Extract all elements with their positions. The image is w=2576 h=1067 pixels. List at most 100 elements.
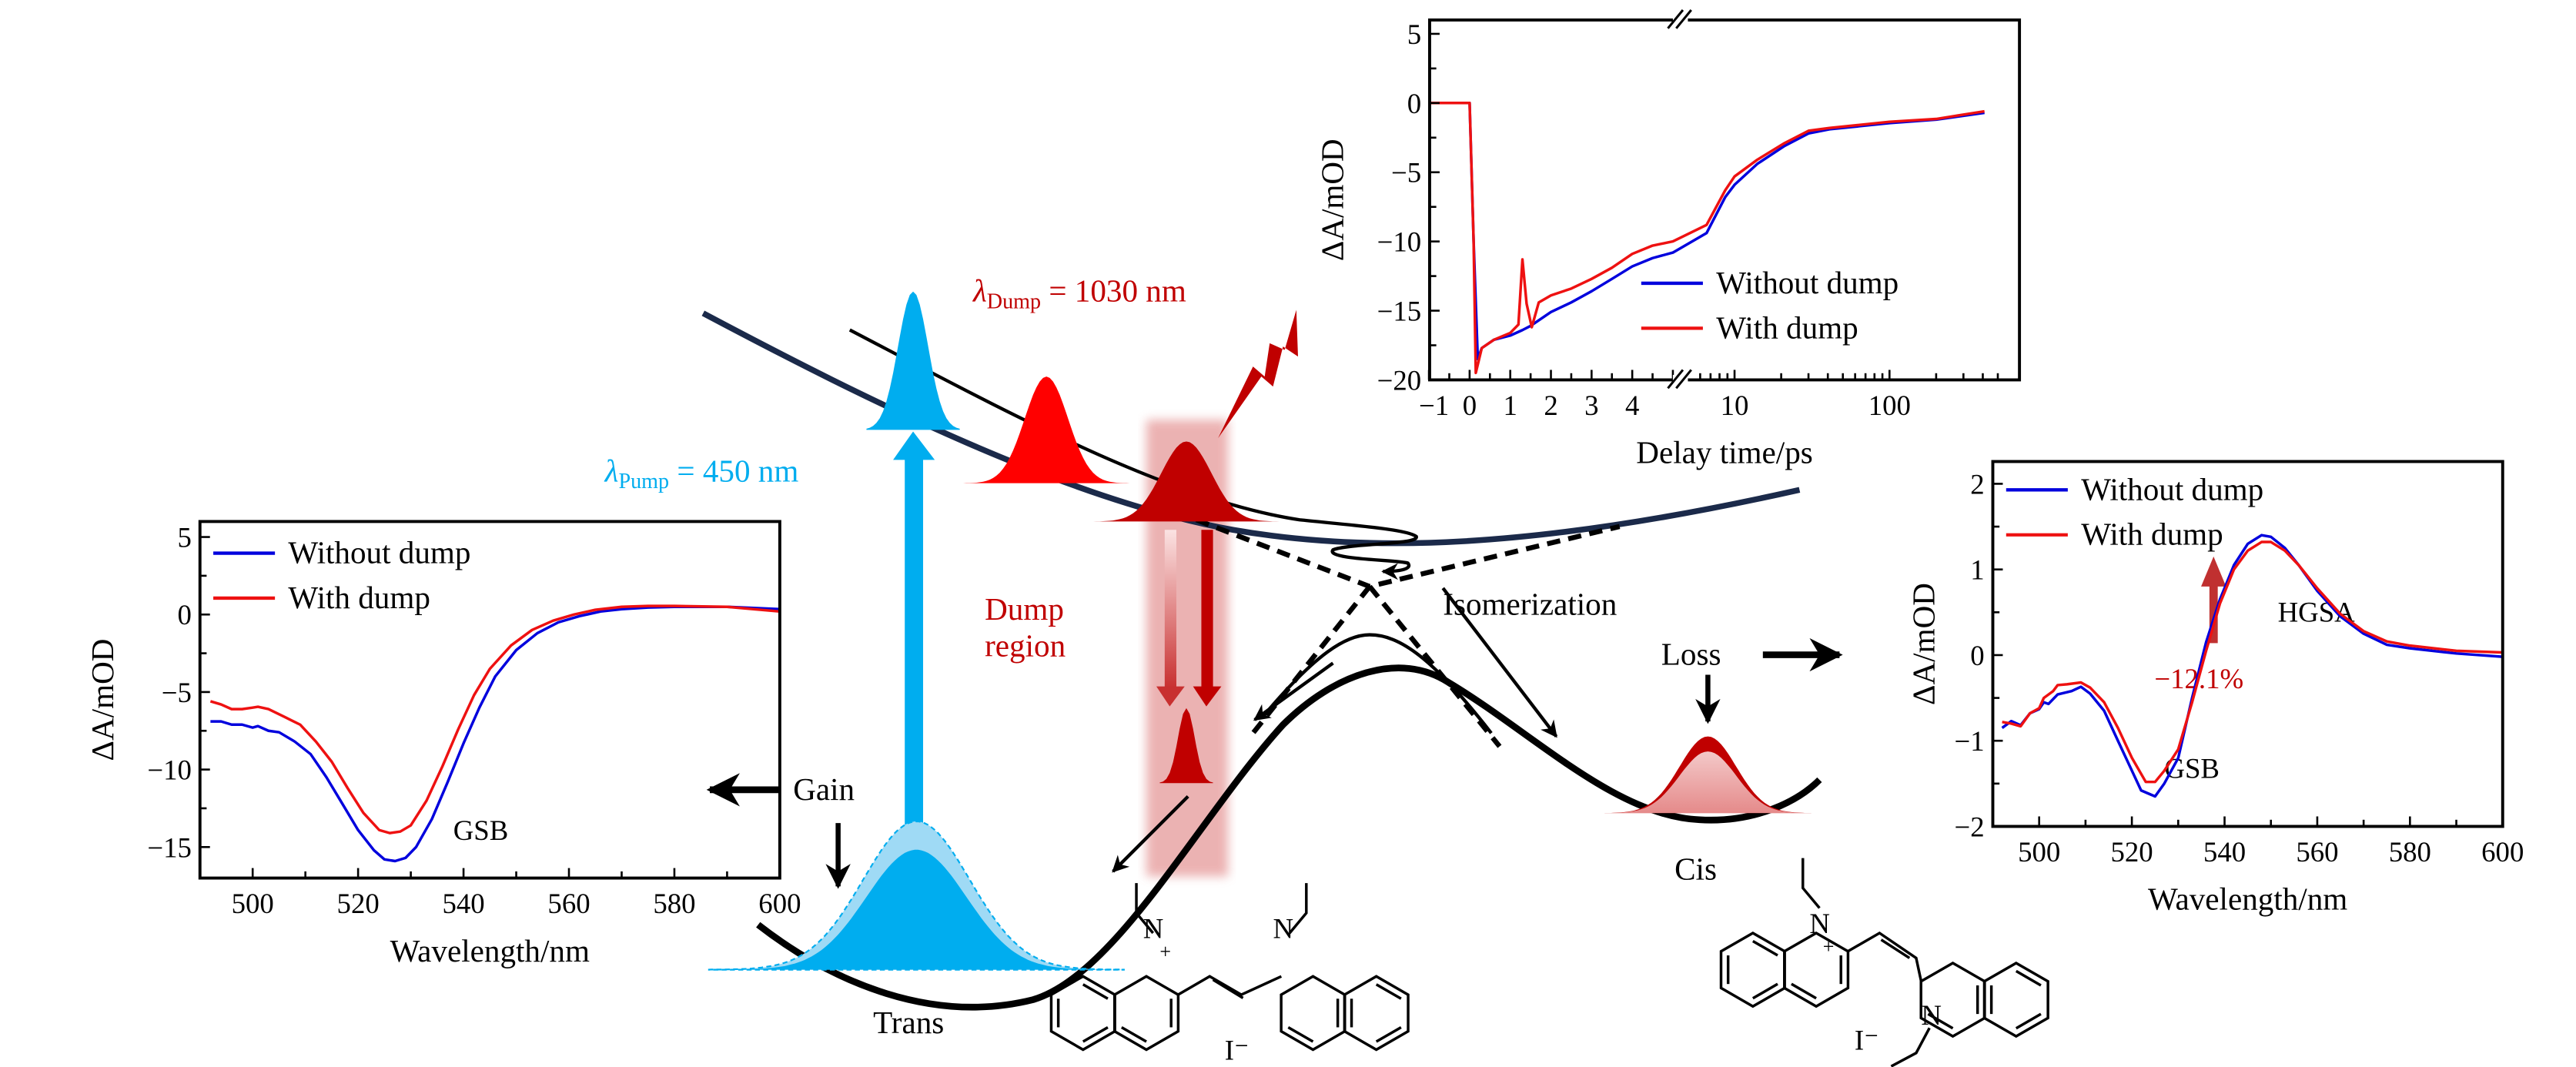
cis-label: Cis <box>1674 851 1717 887</box>
trans-label: Trans <box>873 1005 944 1040</box>
y-tick-label: 0 <box>1970 640 1984 671</box>
y-tick-label: −1 <box>1955 725 1985 757</box>
y-tick-label: −5 <box>162 677 192 708</box>
dump-region-label-2: region <box>985 628 1066 664</box>
y-tick-label: −15 <box>1377 296 1422 327</box>
series-line-without-dump <box>210 605 780 863</box>
trans-population-gaussian <box>708 849 1125 970</box>
double-bond <box>1082 983 1109 1000</box>
y-tick-label: 2 <box>1970 468 1984 500</box>
x-axis-label: Wavelength/nm <box>2148 881 2347 917</box>
x-axis-label: Wavelength/nm <box>390 933 590 968</box>
legend-label: With dump <box>2081 517 2223 552</box>
plot-frame <box>1991 460 2504 828</box>
x-axis-label: Delay time/ps <box>1636 435 1812 470</box>
hgsa-change-arrow-shaft <box>2209 583 2218 644</box>
x-tick-label: 10 <box>1721 390 1749 421</box>
x-tick-label: 100 <box>1868 390 1911 421</box>
x-tick-label: 560 <box>547 888 590 919</box>
x-tick-label: 580 <box>653 888 695 919</box>
y-tick-label: 0 <box>1407 88 1421 119</box>
x-tick-label: −1 <box>1419 390 1449 421</box>
conical-intersection-dashes <box>1195 517 1621 748</box>
y-tick-label: −10 <box>1377 226 1422 258</box>
double-bond <box>1375 1025 1402 1043</box>
annotation-gsb: GSB <box>453 814 509 846</box>
trans-molecule-structure <box>1049 883 1410 1052</box>
double-bond <box>1082 1025 1109 1043</box>
ring <box>1982 961 2049 1039</box>
axis-break-mark <box>1675 369 1692 390</box>
x-tick-label: 1 <box>1504 390 1517 421</box>
double-bond <box>1375 983 1402 1000</box>
pump-arrow-shaft <box>905 453 924 830</box>
double-bond <box>1121 1025 1147 1043</box>
double-bond <box>1751 982 1778 1000</box>
ring <box>1783 931 1850 1008</box>
x-tick-label: 540 <box>442 888 484 919</box>
trans-plus-charge: + <box>1159 940 1171 962</box>
y-tick-label: 0 <box>178 599 192 630</box>
pump-arrow-head <box>893 431 935 460</box>
y-axis-label: ΔA/mOD <box>1314 139 1350 261</box>
x-tick-label: 540 <box>2203 836 2246 868</box>
x-tick-label: 3 <box>1584 390 1598 421</box>
series-line-without-dump <box>2001 534 2503 798</box>
upper-barrier-curve <box>1261 633 1493 734</box>
ethyl-group <box>1135 883 1155 935</box>
double-bond <box>1880 938 1911 959</box>
ethyl-group <box>1288 883 1308 935</box>
legend-label: With dump <box>288 580 430 615</box>
arrow-down-trans <box>1112 794 1189 873</box>
double-bond <box>1751 939 1778 957</box>
trans-n-atom: N <box>1273 912 1294 944</box>
legend-label: Without dump <box>288 535 470 570</box>
pump-wavelength-label: λPump = 450 nm <box>604 453 799 493</box>
y-tick-label: −5 <box>1391 157 1421 189</box>
double-bond <box>2015 969 2042 987</box>
methine-bridge <box>1847 931 1923 982</box>
x-tick-label: 600 <box>758 888 801 919</box>
ring <box>1112 975 1180 1052</box>
double-bond <box>1791 982 1817 1000</box>
dump-region-label-1: Dump <box>985 591 1064 627</box>
dump-arrow-dark <box>1201 530 1213 688</box>
legend-label: Without dump <box>1716 265 1899 300</box>
plot-frame <box>1428 18 2022 382</box>
dump-wavelength-label: λDump = 1030 nm <box>972 273 1186 314</box>
series-line-without-dump <box>1429 102 1985 361</box>
y-tick-label: 5 <box>178 522 192 554</box>
ring <box>1280 975 1347 1052</box>
x-tick-label: 600 <box>2481 836 2524 868</box>
upper-surface-curve <box>701 310 1801 547</box>
excited-wavepacket-gaussian <box>959 376 1133 483</box>
dump-arrow-light-head <box>1156 686 1185 707</box>
x-tick-label: 520 <box>337 888 380 919</box>
dumped-population-gaussian <box>1159 707 1213 784</box>
ethyl-group <box>1890 1027 1931 1067</box>
y-axis-label: ΔA/mOD <box>85 639 120 761</box>
cis-population-gaussian <box>1611 751 1805 814</box>
ground-state-curve <box>756 664 1822 1011</box>
cis-iodide: I⁻ <box>1855 1024 1879 1055</box>
y-tick-label: −15 <box>147 831 192 863</box>
cis-n-atom: N <box>1921 999 1942 1031</box>
y-axis-label: ΔA/mOD <box>1906 583 1942 705</box>
y-tick-label: −10 <box>147 754 192 786</box>
series-line-with-dump <box>1429 102 1985 375</box>
ethyl-group <box>1802 858 1821 909</box>
arrow-isomerization <box>1441 587 1558 738</box>
series-line-with-dump <box>209 604 781 835</box>
annotation-hgsa: HGSA <box>2278 596 2356 627</box>
axis-break-mark <box>1675 9 1692 29</box>
double-bond <box>1927 1012 1954 1030</box>
cis-n-plus-atom: N <box>1809 908 1830 939</box>
lightning-icon <box>1218 309 1298 439</box>
x-tick-label: 0 <box>1463 390 1477 421</box>
cis-molecule-structure <box>1719 858 2049 1067</box>
x-tick-label: 580 <box>2389 836 2431 868</box>
x-tick-label: 4 <box>1625 390 1639 421</box>
gain-label: Gain <box>793 771 855 807</box>
